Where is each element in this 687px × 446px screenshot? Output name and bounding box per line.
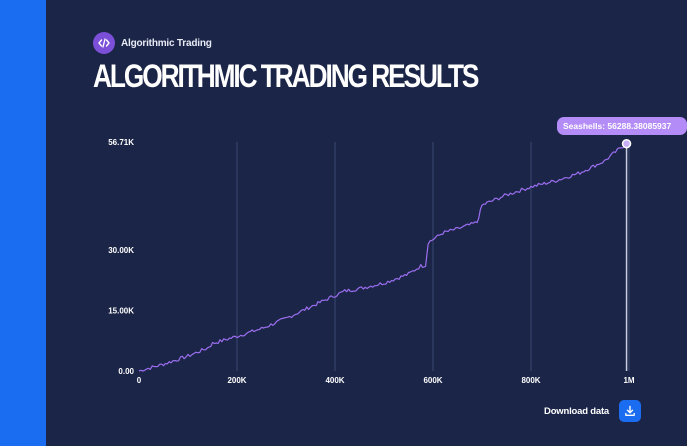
- x-tick-label: 0: [137, 376, 142, 385]
- page-title: ALGORITHMIC TRADING RESULTS: [93, 58, 479, 94]
- tooltip-label: Seashells: 56288.38085937: [563, 121, 672, 131]
- y-tick-label: 15.00K: [108, 306, 134, 315]
- tooltip-box: [557, 117, 687, 135]
- app-header: Algorithmic Trading: [93, 32, 212, 54]
- download-button[interactable]: [619, 400, 641, 422]
- y-tick-label: 30.00K: [108, 246, 134, 255]
- x-tick-label: 600K: [423, 376, 442, 385]
- y-tick-label: 56.71K: [108, 138, 134, 147]
- app-name: Algorithmic Trading: [121, 37, 212, 49]
- y-tick-label: 0.00: [118, 367, 134, 376]
- highlight-point: [621, 138, 632, 149]
- sidebar: [0, 0, 46, 446]
- download-row: Download data: [544, 400, 641, 422]
- series-line-seashells: [138, 143, 627, 372]
- code-icon: [93, 32, 115, 54]
- x-tick-label: 800K: [521, 376, 540, 385]
- x-tick-label: 1M: [623, 376, 634, 385]
- x-tick-label: 200K: [227, 376, 246, 385]
- download-label[interactable]: Download data: [544, 405, 609, 417]
- download-icon: [625, 405, 635, 416]
- x-tick-label: 400K: [325, 376, 344, 385]
